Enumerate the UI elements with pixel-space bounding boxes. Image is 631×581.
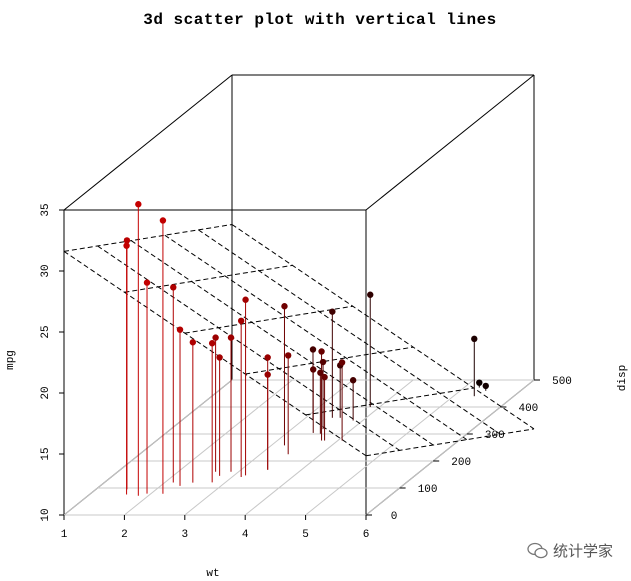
plane-line (97, 245, 400, 451)
y-tick-label: 500 (552, 376, 572, 388)
y-tick-label: 200 (451, 457, 471, 469)
data-point (123, 237, 131, 244)
plane-line (231, 224, 535, 430)
x-tick-label: 1 (61, 529, 68, 541)
floor-grid-line (365, 379, 535, 516)
z-tick-label: 10 (40, 508, 52, 521)
z-tick-label: 30 (40, 264, 52, 277)
y-tick-label: 400 (518, 403, 538, 415)
x-tick-label: 5 (302, 529, 309, 541)
data-point (227, 334, 235, 341)
data-point (135, 201, 142, 208)
watermark: 统计学家 (527, 540, 613, 561)
floor-grid (63, 379, 535, 516)
data-point (170, 284, 177, 291)
z-tick-label: 35 (40, 203, 52, 216)
y-axis-label: disp (617, 365, 629, 391)
y-tick-label: 300 (485, 430, 505, 442)
wechat-icon (527, 542, 548, 558)
data-point (208, 340, 216, 347)
data-point (309, 346, 317, 353)
x-tick-label: 3 (181, 529, 188, 541)
data-point (176, 326, 184, 333)
data-point (317, 369, 324, 376)
plane-line (124, 264, 293, 293)
plane-line (164, 234, 468, 441)
data-point (318, 348, 325, 355)
plane-line (245, 346, 414, 375)
data-point (159, 217, 167, 224)
data-point (284, 352, 292, 359)
z-tick-label: 15 (40, 447, 52, 460)
regression-plane (63, 223, 535, 457)
chart-title: 3d scatter plot with vertical lines (143, 11, 497, 29)
axis-ticks: 1 2 3 4 5 6 0 100 200 300 400 500 10 15 20 25 30 35 (40, 203, 572, 541)
vertical-lines (126, 204, 487, 496)
data-points (123, 201, 489, 390)
box-edge (365, 74, 535, 211)
plane-line (63, 223, 233, 252)
data-point (329, 308, 336, 315)
x-tick-label: 4 (242, 529, 249, 541)
floor-grid-line (184, 379, 354, 516)
floor-grid-line (63, 379, 233, 516)
plane-line (365, 428, 535, 457)
data-point (349, 377, 357, 384)
data-point (281, 303, 288, 310)
z-tick-label: 20 (40, 386, 52, 399)
plane-line (130, 240, 434, 446)
floor-grid-line (244, 379, 414, 516)
y-tick-label: 0 (391, 511, 398, 523)
data-point (471, 335, 478, 343)
watermark-text: 统计学家 (552, 542, 613, 560)
data-point (242, 296, 249, 303)
plane-line (198, 229, 501, 435)
x-tick-label: 6 (363, 529, 370, 541)
z-axis-label: mpg (5, 350, 17, 370)
floor-grid-line (124, 379, 293, 516)
floor-grid-line (305, 379, 474, 516)
data-point (310, 366, 317, 373)
plane-line (184, 305, 353, 334)
data-point (319, 358, 327, 366)
data-point (482, 382, 489, 390)
x-axis-label: wt (206, 568, 219, 580)
y-tick-label: 100 (418, 484, 438, 496)
data-point (212, 334, 219, 341)
plane-line (305, 387, 474, 416)
data-point (367, 291, 374, 298)
plot-box (63, 74, 535, 516)
plane-line (63, 250, 367, 457)
data-point (338, 359, 346, 366)
data-point (476, 379, 483, 386)
data-point (189, 339, 197, 346)
data-point (237, 317, 245, 325)
data-point (321, 373, 328, 381)
z-tick-label: 25 (40, 325, 52, 338)
data-point (143, 279, 151, 286)
x-tick-label: 2 (121, 529, 128, 541)
data-point (264, 371, 271, 378)
data-point (216, 354, 223, 361)
data-point (264, 354, 271, 361)
data-point (123, 242, 130, 249)
box-edge (63, 74, 233, 211)
